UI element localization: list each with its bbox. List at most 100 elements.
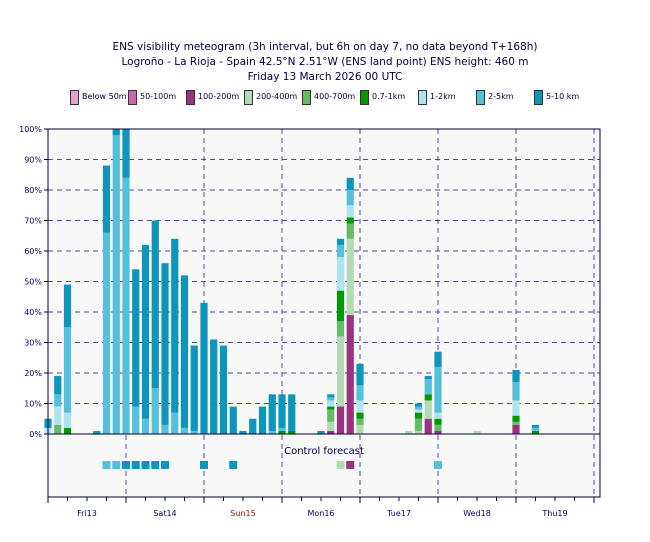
- day-label: Tue17: [386, 509, 411, 518]
- bar-segment: [424, 394, 432, 401]
- bar-segment: [122, 129, 130, 178]
- bar-segment: [414, 412, 423, 419]
- bar-segment: [171, 412, 179, 434]
- legend-label: 5-10 km: [546, 92, 580, 101]
- bar-segment: [336, 257, 345, 291]
- bar-segment: [63, 327, 72, 413]
- bar-segment: [54, 424, 62, 434]
- legend-label: 1-2km: [430, 92, 456, 101]
- bar-segment: [356, 363, 364, 386]
- bar-segment: [54, 394, 62, 407]
- bar-segment: [346, 315, 354, 434]
- bar-segment: [180, 427, 189, 434]
- bar-segment: [346, 217, 354, 224]
- y-tick-label: 80%: [24, 186, 42, 195]
- legend-swatch: [534, 90, 543, 105]
- y-tick-label: 40%: [24, 308, 42, 317]
- title-line-2: Logroño - La Rioja - Spain 42.5°N 2.51°W…: [121, 56, 529, 68]
- bar-segment: [356, 418, 364, 425]
- bar-segment: [434, 418, 442, 425]
- legend-label: 200-400m: [256, 92, 298, 101]
- bar-segment: [258, 406, 267, 434]
- day-label: Wed18: [463, 509, 491, 518]
- bar-segment: [151, 220, 159, 389]
- legend-swatch: [476, 90, 485, 105]
- bar-segment: [405, 430, 413, 434]
- bar-segment: [512, 424, 520, 434]
- bar-segment: [346, 205, 354, 218]
- bar-segment: [54, 406, 62, 425]
- bar-segment: [414, 418, 423, 431]
- control-marker: [112, 461, 121, 469]
- bar-segment: [112, 129, 120, 136]
- bar-segment: [151, 388, 159, 434]
- y-tick-label: 60%: [24, 247, 42, 256]
- title-line-3: Friday 13 March 2026 00 UTC: [247, 71, 403, 83]
- day-label: Sun15: [230, 509, 255, 518]
- bar-segment: [336, 406, 345, 434]
- legend-swatch: [128, 90, 137, 105]
- bar-segment: [414, 403, 423, 407]
- legend-swatch: [244, 90, 253, 105]
- control-marker: [200, 461, 208, 469]
- bar-segment: [180, 275, 189, 428]
- legend-swatch: [302, 90, 311, 105]
- bar-segment: [327, 406, 335, 410]
- bar-segment: [317, 430, 325, 434]
- control-marker: [346, 461, 355, 469]
- control-marker: [102, 461, 111, 469]
- bar-segment: [219, 345, 228, 434]
- bar-segment: [531, 427, 540, 431]
- control-marker: [229, 461, 238, 469]
- bar-segment: [171, 238, 179, 413]
- bar-segment: [356, 385, 364, 401]
- control-marker: [336, 461, 345, 469]
- bar-segment: [434, 412, 442, 419]
- bar-segment: [141, 244, 150, 419]
- bar-segment: [531, 430, 540, 434]
- y-tick-label: 10%: [24, 400, 42, 409]
- legend-label: 0.7-1km: [372, 92, 406, 101]
- bar-segment: [327, 421, 335, 431]
- bar-segment: [327, 394, 335, 398]
- bar-segment: [336, 336, 345, 407]
- title-line-1: ENS visibility meteogram (3h interval, b…: [112, 41, 538, 53]
- bar-segment: [336, 321, 345, 337]
- bar-segment: [288, 430, 296, 434]
- y-tick-label: 70%: [24, 217, 42, 226]
- day-label: Fri13: [77, 509, 97, 518]
- bar-segment: [346, 238, 354, 316]
- control-marker: [434, 461, 442, 469]
- bar-segment: [132, 269, 140, 407]
- bar-segment: [531, 424, 540, 428]
- bar-segment: [346, 190, 354, 206]
- day-label: Thu19: [541, 509, 567, 518]
- bar-segment: [122, 177, 130, 435]
- bar-segment: [327, 400, 335, 407]
- bar-segment: [336, 244, 345, 258]
- bar-segment: [424, 400, 432, 419]
- bar-segment: [424, 379, 432, 395]
- bar-segment: [141, 418, 150, 434]
- bar-segment: [239, 430, 247, 434]
- legend-swatch: [70, 90, 79, 105]
- bar-segment: [200, 302, 208, 434]
- bar-segment: [249, 418, 257, 434]
- bar-segment: [229, 406, 237, 434]
- bar-segment: [434, 351, 442, 367]
- bar-segment: [414, 409, 423, 413]
- bar-segment: [346, 177, 354, 190]
- bar-segment: [210, 339, 218, 434]
- bar-segment: [424, 418, 432, 434]
- bar-segment: [414, 406, 423, 410]
- bar-segment: [278, 430, 286, 434]
- bar-segment: [512, 369, 520, 383]
- bar-segment: [327, 397, 335, 401]
- bar-segment: [268, 394, 276, 431]
- legend-label: 100-200m: [198, 92, 240, 101]
- bar-segment: [278, 427, 286, 431]
- y-tick-label: 20%: [24, 369, 42, 378]
- bar-segment: [161, 263, 169, 425]
- day-label: Mon16: [307, 509, 334, 518]
